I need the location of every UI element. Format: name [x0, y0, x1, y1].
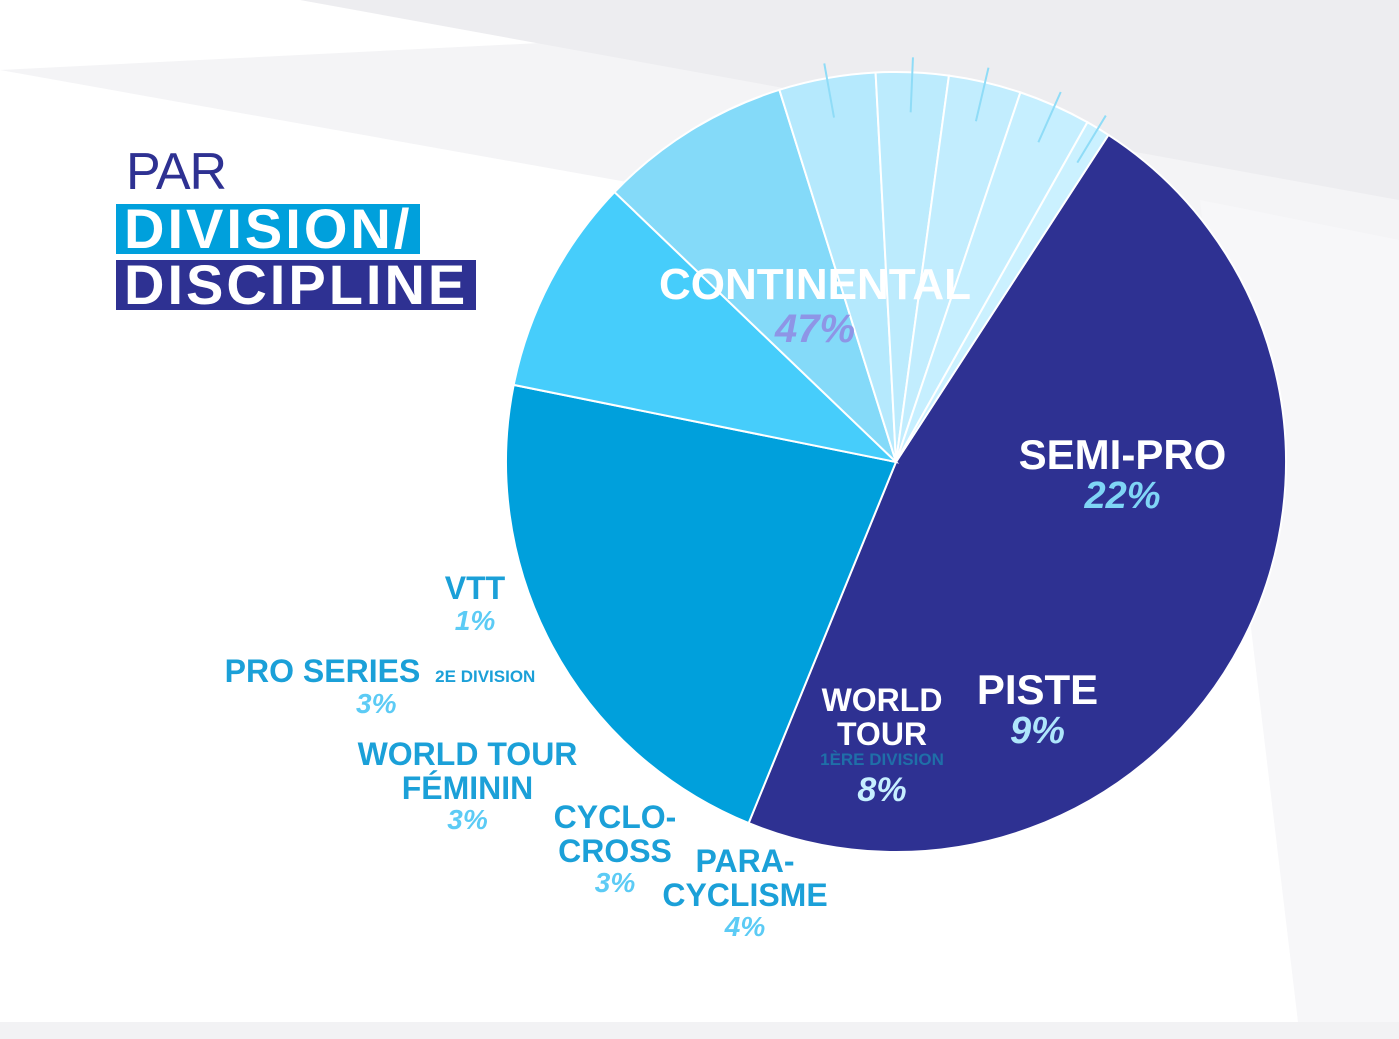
- label-piste-name: PISTE: [976, 666, 1099, 713]
- leader-vtt: [1076, 115, 1107, 164]
- label-worldtourfeminin-value: 3%: [447, 804, 488, 836]
- leader-paracyclisme: [823, 63, 836, 118]
- label-vtt-value: 1%: [454, 604, 496, 636]
- pie-slices: [505, 71, 1287, 853]
- label-continental-value: 47%: [774, 307, 856, 352]
- label-worldtourfeminin: WORLD TOUR FÉMININ 3%: [345, 736, 590, 836]
- label-continental-name: CONTINENTAL: [658, 260, 972, 309]
- chart-title: PAR DIVISION/ DISCIPLINE: [116, 143, 477, 313]
- label-cyclocross: CYCLO-CROSS 3%: [540, 799, 690, 899]
- label-semipro-name: SEMI-PRO: [1018, 431, 1227, 478]
- leader-proseries: [1037, 91, 1062, 143]
- label-vtt-name: VTT: [444, 570, 506, 606]
- leader-cyclocross: [909, 57, 914, 113]
- label-cyclocross-name: CYCLO-CROSS: [553, 799, 677, 869]
- label-proseries-value: 3%: [356, 687, 397, 719]
- label-semipro-value: 22%: [1084, 475, 1161, 518]
- slice-worldtour: [613, 88, 897, 463]
- footer-band: [0, 1022, 1399, 1039]
- label-paracyclisme: PARA-CYCLISME 4%: [655, 843, 835, 943]
- label-proseries-name: PRO SERIES: [224, 653, 421, 689]
- label-worldtour: WORLD TOUR 1ÈRE DIVISION 8%: [812, 682, 952, 810]
- label-worldtour-value: 8%: [857, 771, 907, 810]
- title-line-discipline: DISCIPLINE: [116, 257, 477, 313]
- label-worldtourfeminin-name: WORLD TOUR FÉMININ: [357, 736, 578, 806]
- label-cyclocross-value: 3%: [594, 867, 636, 899]
- label-paracyclisme-name: PARA-CYCLISME: [662, 843, 828, 913]
- title-line-par: PAR: [126, 143, 227, 201]
- label-semipro: SEMI-PRO 22%: [1000, 431, 1245, 518]
- leader-lines: [823, 57, 1107, 164]
- label-piste: PISTE 9%: [965, 666, 1110, 753]
- slice-semipro: [505, 383, 898, 825]
- title-line-division: DIVISION/: [116, 201, 421, 257]
- label-proseries-sub: 2E DIVISION: [435, 667, 536, 686]
- label-piste-value: 9%: [1010, 710, 1065, 753]
- slice-piste: [512, 190, 900, 464]
- slice-continental: [747, 133, 1287, 853]
- label-paracyclisme-value: 4%: [724, 911, 766, 943]
- label-worldtour-name: WORLD TOUR: [821, 682, 943, 752]
- label-continental: CONTINENTAL 47%: [640, 260, 990, 352]
- label-proseries-name-row: PRO SERIES 2E DIVISION: [220, 653, 540, 689]
- label-proseries: PRO SERIES 2E DIVISION 3%: [220, 653, 540, 719]
- leader-worldtourfeminin: [974, 67, 990, 122]
- label-vtt: VTT 1%: [420, 570, 530, 636]
- label-worldtour-sub: 1ÈRE DIVISION: [820, 750, 944, 770]
